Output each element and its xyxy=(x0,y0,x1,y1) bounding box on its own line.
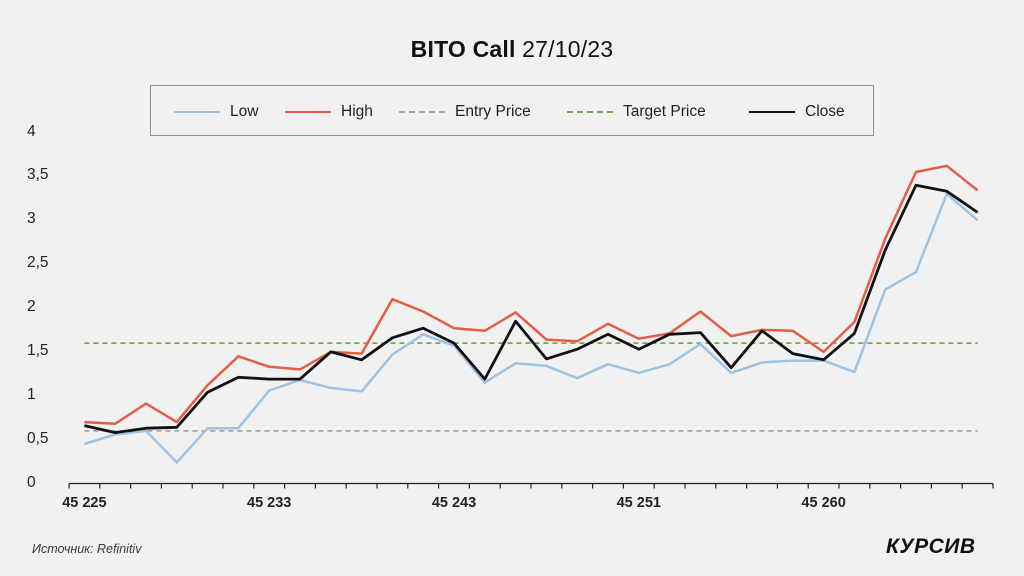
legend-swatch-high xyxy=(285,110,331,113)
y-tick-label: 3,5 xyxy=(27,166,49,184)
legend-item-high: High xyxy=(285,86,373,137)
y-tick-label: 2 xyxy=(27,298,36,315)
legend-label-low: Low xyxy=(230,102,259,120)
x-tick-label: 45 225 xyxy=(62,495,107,511)
legend-item-low: Low xyxy=(174,86,258,137)
legend-item-entry-price: Entry Price xyxy=(399,86,531,137)
y-tick-label: 0,5 xyxy=(27,429,49,447)
legend-swatch-entry-price xyxy=(399,110,445,113)
y-tick-label: 3 xyxy=(27,210,36,228)
legend-item-target-price: Target Price xyxy=(567,86,706,137)
y-tick-label: 1,5 xyxy=(27,341,49,359)
source-note: Источник: Refinitiv xyxy=(32,542,142,556)
series-low-line xyxy=(84,192,979,464)
kursiv-logo: КУРСИВ xyxy=(886,535,976,558)
x-tick-label: 45 251 xyxy=(616,495,661,511)
y-tick-label: 0 xyxy=(27,473,36,491)
legend-label-close: Close xyxy=(805,102,845,120)
y-tick-label: 4 xyxy=(27,122,36,140)
legend-label-target-price: Target Price xyxy=(623,102,706,120)
legend-swatch-close xyxy=(749,110,795,113)
legend-swatch-target-price xyxy=(567,110,613,113)
legend-label-entry-price: Entry Price xyxy=(455,102,531,120)
series-close-line xyxy=(84,183,979,435)
x-tick-label: 45 233 xyxy=(247,495,292,511)
y-tick-label: 1 xyxy=(27,385,36,403)
chart-title-date: 27/10/23 xyxy=(515,36,614,62)
legend-label-high: High xyxy=(341,102,373,120)
x-tick-label: 45 260 xyxy=(801,495,846,511)
series-high-line xyxy=(84,164,979,426)
y-tick-label: 2,5 xyxy=(27,254,49,272)
chart-title: BITO Call 27/10/23 xyxy=(0,36,1024,63)
chart-title-bold: BITO Call xyxy=(410,36,516,62)
x-tick-label: 45 243 xyxy=(431,495,477,511)
legend-item-close: Close xyxy=(749,86,845,137)
legend-swatch-low xyxy=(174,110,220,113)
chart-legend: Low High Entry Price Target Price Close xyxy=(150,85,874,136)
